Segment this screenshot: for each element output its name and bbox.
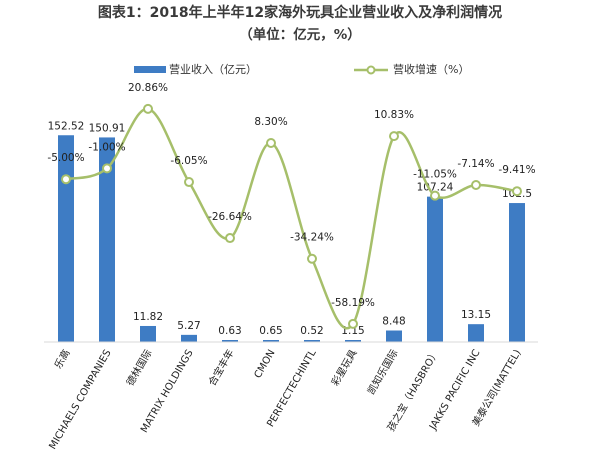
growth-value-label: 8.30% — [254, 116, 287, 128]
growth-marker — [143, 103, 153, 114]
bar-value-label: 0.52 — [300, 325, 323, 337]
bar-value-label: 13.15 — [461, 309, 491, 321]
growth-marker — [348, 318, 358, 329]
growth-line — [65, 107, 518, 330]
growth-value-label: 10.83% — [374, 109, 414, 121]
growth-marker — [512, 186, 522, 197]
bar-value-label: 0.63 — [218, 325, 241, 337]
bar-value-label: 11.82 — [133, 311, 163, 323]
bar — [222, 340, 238, 342]
growth-marker — [430, 190, 440, 201]
bar — [509, 203, 525, 342]
legend-line-label: 营收增速（%） — [393, 62, 469, 76]
chart-title: 图表1：2018年上半年12家海外玩具企业营业收入及净利润情况 — [98, 4, 502, 21]
growth-marker — [225, 233, 235, 244]
growth-value-label: -34.24% — [290, 232, 334, 244]
growth-value-label: -1.00% — [88, 141, 125, 153]
bar — [386, 330, 402, 342]
growth-value-label: -26.64% — [208, 211, 252, 223]
bar-value-label: 152.52 — [48, 120, 85, 132]
chart-subtitle: （单位：亿元，%） — [239, 26, 361, 43]
category-label: 合宝丰年 — [205, 347, 236, 388]
bar — [263, 340, 279, 342]
growth-value-label: -6.05% — [170, 155, 207, 167]
legend-line-marker — [366, 65, 376, 75]
bar — [304, 340, 320, 342]
bars — [58, 135, 525, 342]
bar — [181, 334, 197, 342]
bar — [140, 325, 156, 342]
growth-marker — [184, 177, 194, 188]
growth-value-label: -11.05% — [413, 169, 457, 181]
category-label: 彩星玩具 — [329, 348, 359, 389]
bar — [345, 340, 361, 342]
growth-markers — [61, 103, 522, 329]
growth-marker — [102, 163, 112, 174]
growth-value-label: 20.86% — [128, 82, 168, 94]
category-label: CMON — [253, 348, 278, 380]
legend: 营业收入（亿元） 营收增速（%） — [134, 62, 469, 76]
category-label: 德林国际 — [123, 347, 154, 388]
growth-labels: -5.00% -1.00% 20.86% -6.05% -26.64% 8.30% -34.… — [47, 82, 535, 309]
growth-marker — [307, 253, 317, 264]
legend-bar-label: 营业收入（亿元） — [169, 62, 257, 76]
legend-bar-swatch — [134, 66, 166, 73]
growth-marker — [61, 174, 71, 185]
bar-value-label: 150.91 — [89, 122, 126, 134]
growth-value-label: -58.19% — [331, 297, 375, 309]
bar-value-label: 8.48 — [382, 316, 405, 328]
bar-value-label: 5.27 — [177, 320, 200, 332]
growth-value-label: -9.41% — [498, 164, 535, 176]
growth-marker — [389, 131, 399, 142]
growth-value-label: -5.00% — [47, 152, 84, 164]
bar — [427, 196, 443, 342]
growth-marker — [471, 180, 481, 191]
bar — [468, 324, 484, 342]
category-label: 凯知乐国际 — [364, 347, 400, 397]
bar — [99, 137, 115, 342]
growth-value-label: -7.14% — [457, 158, 494, 170]
bar-value-label: 0.65 — [259, 325, 282, 337]
category-label: 乐高 — [51, 347, 72, 371]
growth-marker — [266, 138, 276, 149]
bar — [58, 135, 74, 342]
